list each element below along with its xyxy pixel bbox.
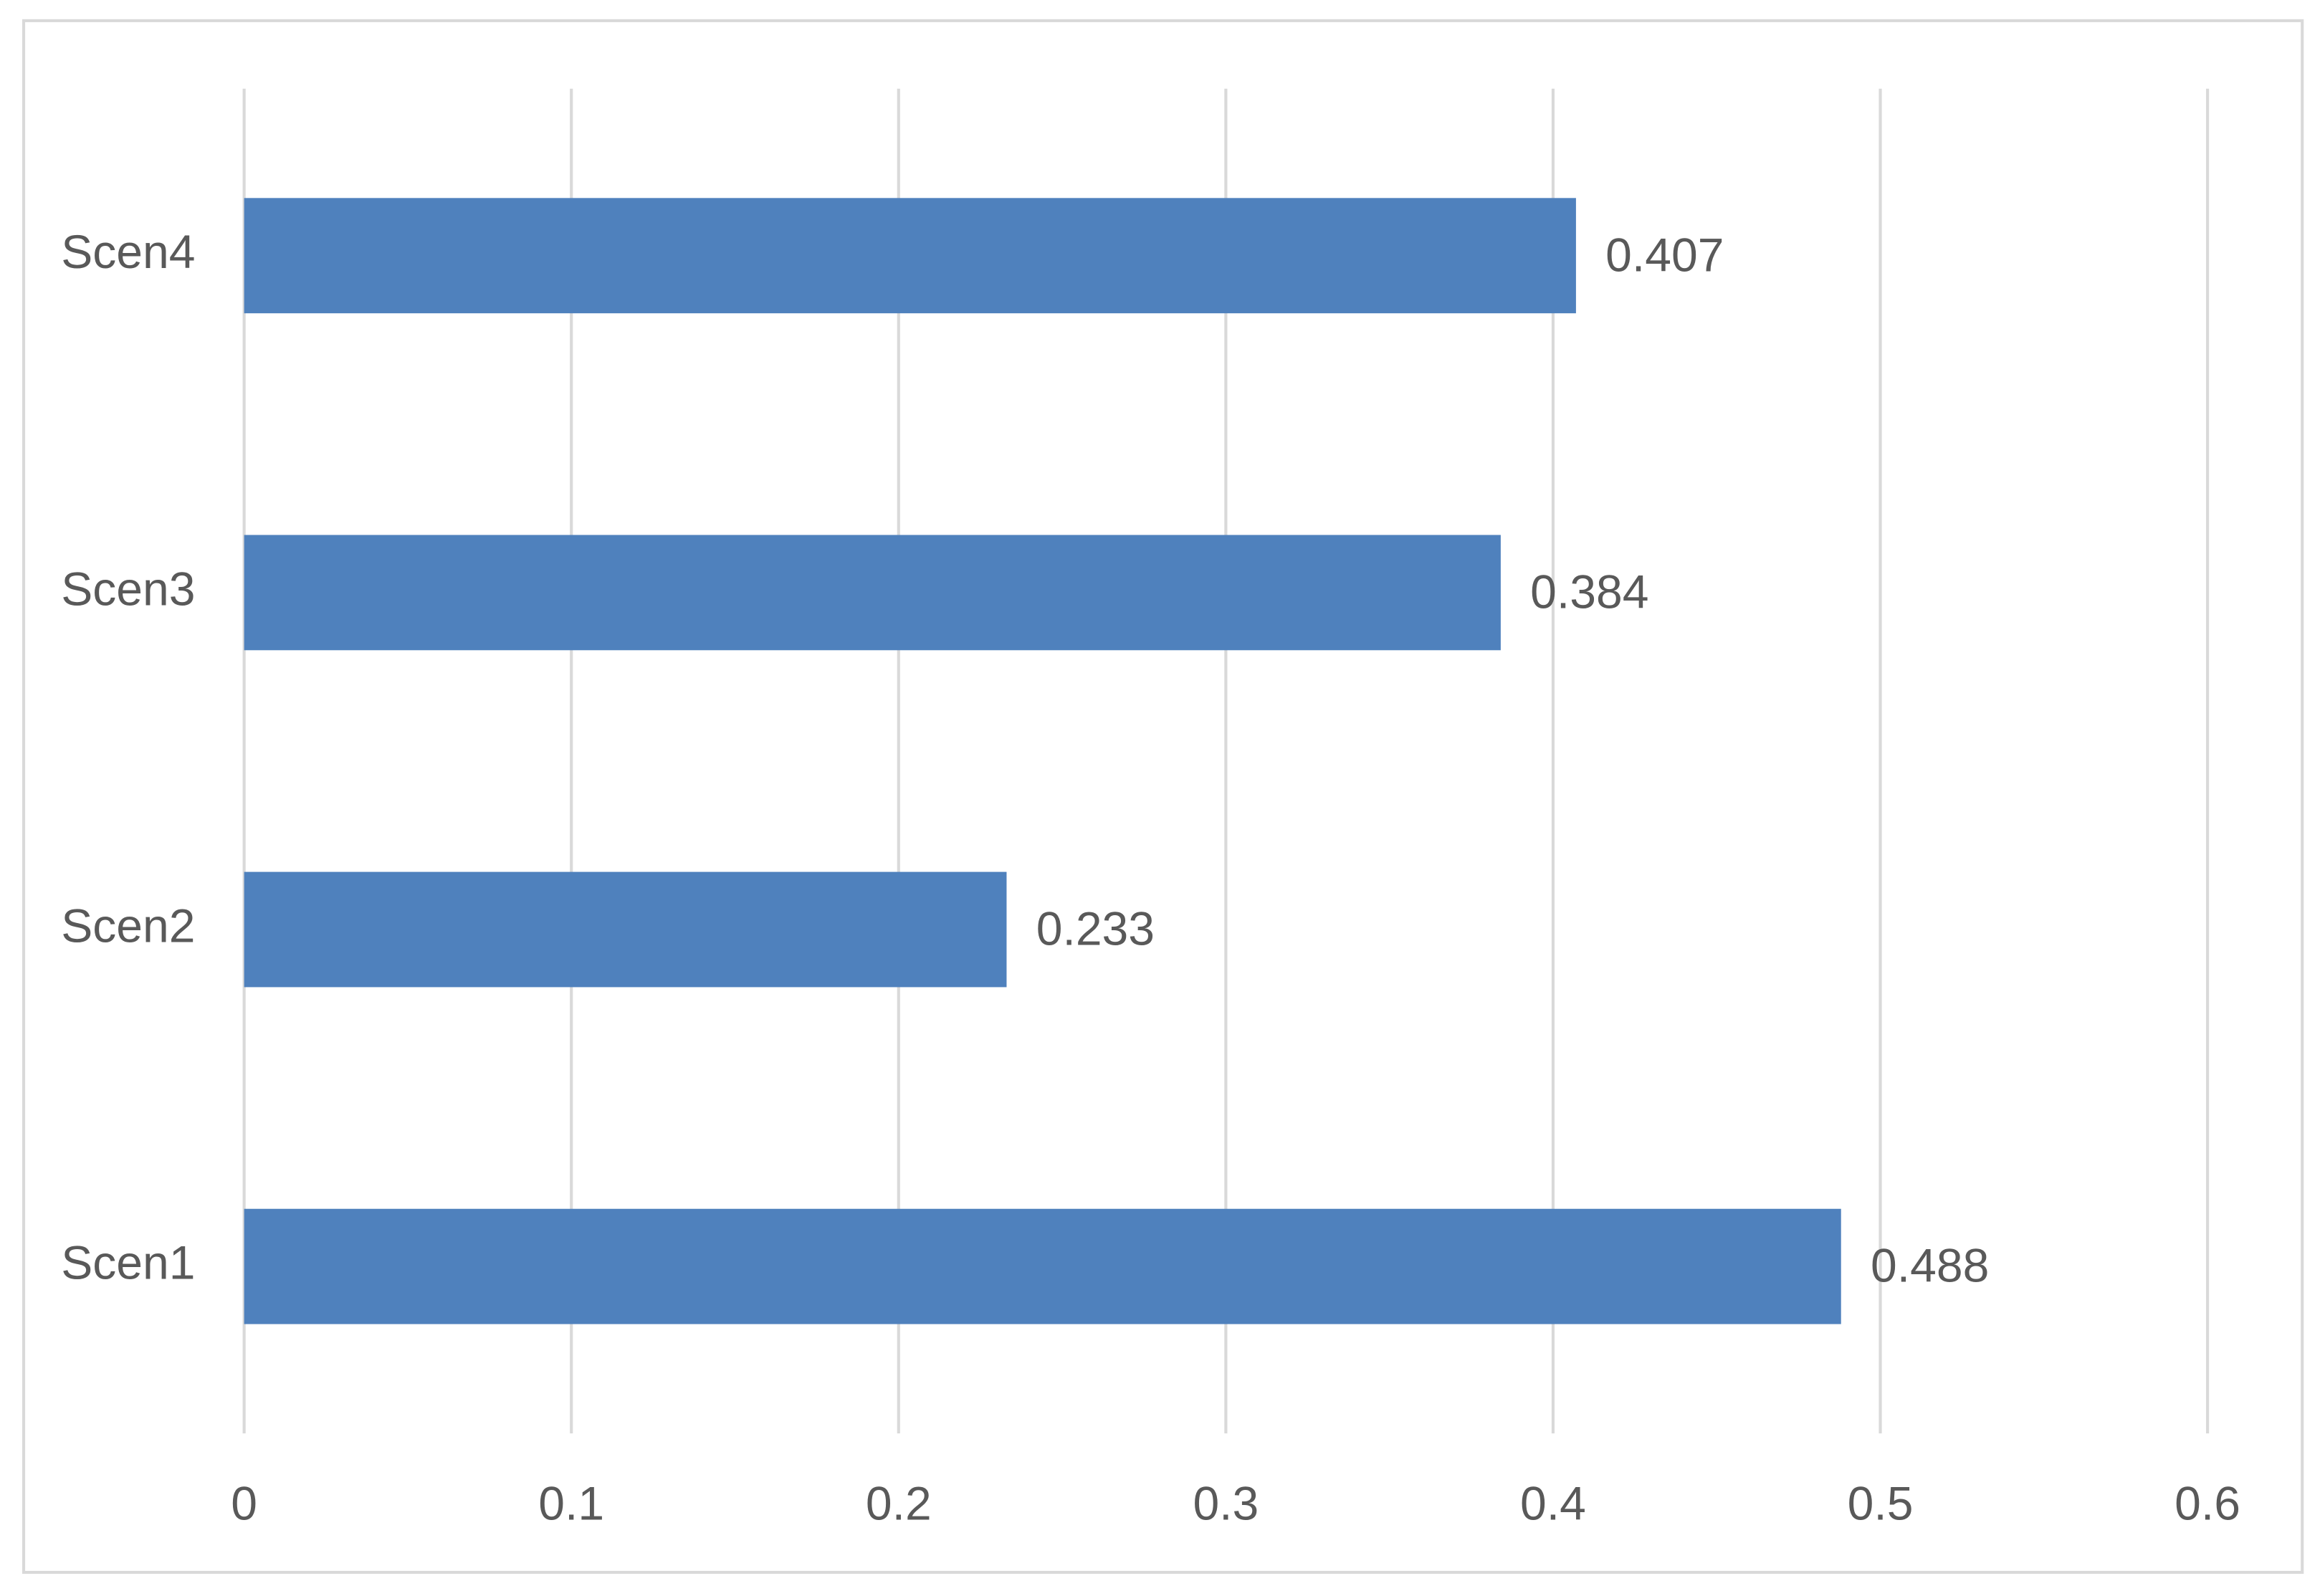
x-tick-label: 0.1 (538, 1477, 604, 1530)
y-tick-label: Scen4 (61, 225, 195, 278)
y-tick-label: Scen2 (61, 899, 195, 952)
x-tick-label: 0.6 (2175, 1477, 2240, 1530)
bar (244, 871, 1007, 988)
data-label: 0.384 (1530, 565, 1648, 618)
bar (244, 198, 1576, 314)
x-tick-label: 0.2 (866, 1477, 932, 1530)
data-label: 0.233 (1036, 902, 1155, 955)
x-tick-label: 0.5 (1848, 1477, 1914, 1530)
x-tick-label: 0.4 (1520, 1477, 1586, 1530)
y-tick-label: Scen1 (61, 1236, 195, 1289)
data-label: 0.488 (1871, 1239, 1989, 1292)
y-tick-label: Scen3 (61, 562, 195, 615)
bar (244, 1208, 1841, 1324)
x-tick-label: 0 (231, 1477, 257, 1530)
data-label: 0.407 (1605, 228, 1724, 281)
x-tick-label: 0.3 (1193, 1477, 1259, 1530)
bar (244, 535, 1501, 651)
